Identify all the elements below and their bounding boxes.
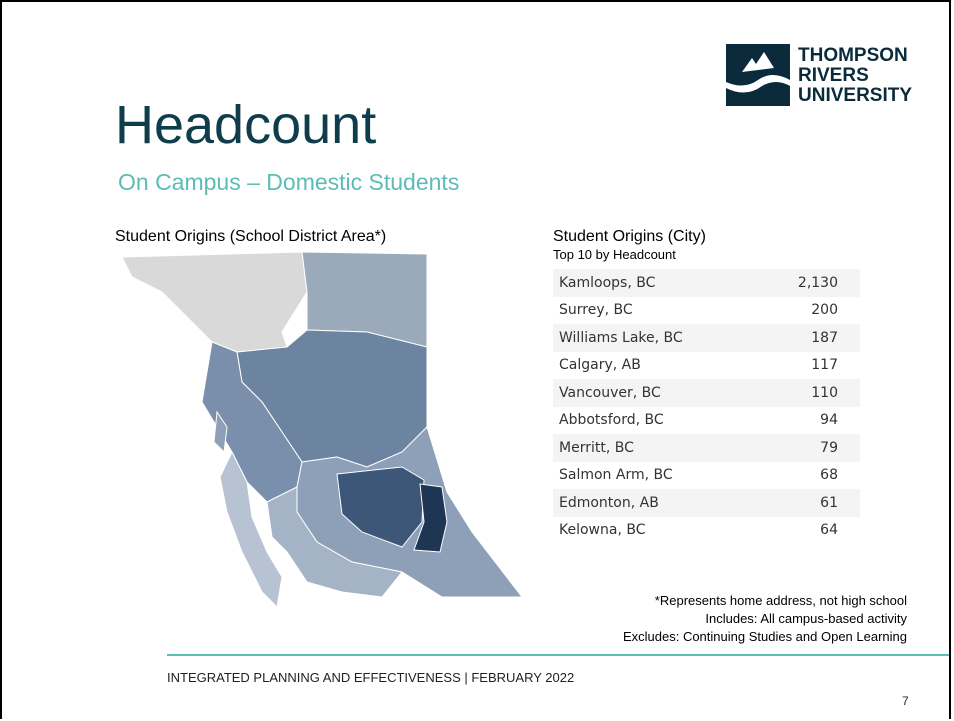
logo-line: RIVERS [798,65,869,86]
table-row: Calgary, AB 117 [553,352,860,380]
table-row: Williams Lake, BC 187 [553,324,860,352]
table-row: Salmon Arm, BC 68 [553,462,860,490]
headcount: 117 [811,357,838,374]
subtitle: On Campus – Domestic Students [118,169,460,195]
note: *Represents home address, not high schoo… [654,593,907,608]
table-subtitle: Top 10 by Headcount [553,247,676,262]
city-name: Vancouver, BC [553,379,755,407]
table-row: Abbotsford, BC 94 [553,407,860,435]
city-name: Abbotsford, BC [559,412,664,429]
city-name: Surrey, BC [559,302,633,319]
city-name: Kelowna, BC [559,522,646,539]
headcount: 200 [811,302,838,319]
city-name: Kamloops, BC [553,269,755,297]
map-title: Student Origins (School District Area*) [115,228,387,245]
table-row: Surrey, BC 200 [553,297,860,325]
logo-line: UNIVERSITY [798,85,913,106]
logo-text: THOMPSON RIVERS UNIVERSITY [798,46,912,106]
map [121,252,524,609]
title: Headcount [115,95,377,155]
footer-rule [167,654,949,656]
city-name: Salmon Arm, BC [559,467,673,484]
city-name: Edmonton, AB [553,489,755,517]
notes: *Represents home address, not high schoo… [623,592,907,646]
table-row: Kamloops, BC 2,130 [553,269,860,297]
city-name: Calgary, AB [559,357,641,374]
table-row: Merritt, BC 79 [553,434,860,462]
headcount: 64 [820,522,838,539]
table-row: Kelowna, BC 64 [553,517,860,545]
table-row: Vancouver, BC 110 [553,379,860,407]
headcount: 187 [755,324,860,352]
headcount: 61 [755,489,860,517]
headcount: 2,130 [755,269,860,297]
city-table: Kamloops, BC 2,130 Surrey, BC 200 Williams L… [553,269,860,544]
headcount: 110 [755,379,860,407]
headcount: 94 [820,412,838,429]
page-number: 7 [902,694,909,708]
city-name: Williams Lake, BC [553,324,755,352]
headcount: 79 [755,434,860,462]
footer: INTEGRATED PLANNING AND EFFECTIVENESS | … [167,670,575,685]
note: Excludes: Continuing Studies and Open Le… [622,629,907,644]
logo-icon [726,44,790,106]
headcount: 68 [820,467,838,484]
city-name: Merritt, BC [553,434,755,462]
table-title: Student Origins (City) [553,228,706,245]
logo-line: THOMPSON [798,45,908,66]
table-row: Edmonton, AB 61 [553,489,860,517]
note: Includes: All campus-based activity [705,611,907,626]
